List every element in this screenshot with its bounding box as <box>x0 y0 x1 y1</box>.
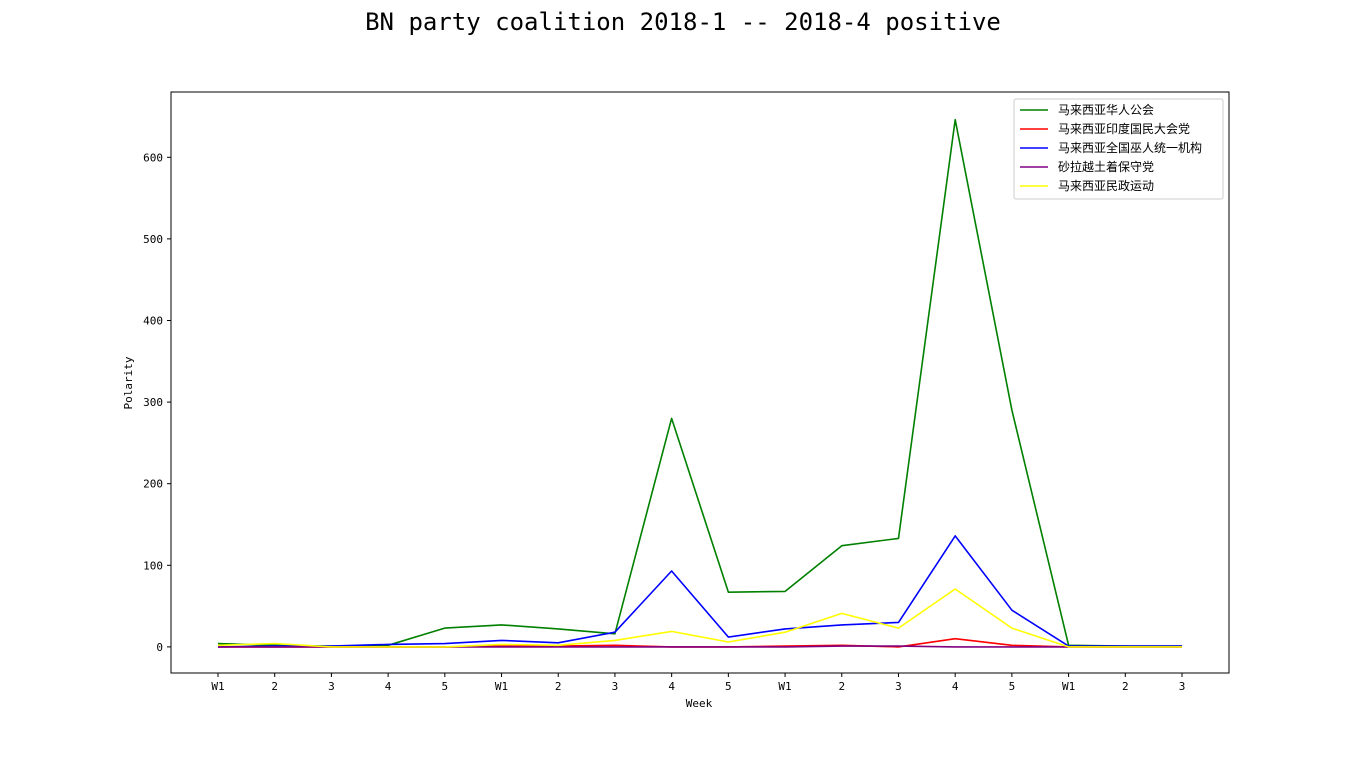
y-tick-label: 100 <box>143 559 163 572</box>
x-tick-label: 5 <box>725 680 732 693</box>
plot-area-frame <box>170 91 1230 674</box>
x-tick-label: W1 <box>778 680 791 693</box>
y-tick-label: 400 <box>143 314 163 327</box>
x-tick-label: 2 <box>555 680 562 693</box>
y-axis-label: Polarity <box>122 356 135 409</box>
x-tick-label: 2 <box>1122 680 1129 693</box>
y-tick-label: 600 <box>143 151 163 164</box>
x-tick-label: 2 <box>838 680 845 693</box>
y-tick-label: 300 <box>143 396 163 409</box>
x-axis-label: Week <box>686 697 713 710</box>
series-line-4 <box>217 588 1182 648</box>
legend-label: 马来西亚民政运动 <box>1058 179 1154 193</box>
chart-title: BN party coalition 2018-1 -- 2018-4 posi… <box>365 8 1001 36</box>
legend-label: 马来西亚全国巫人统一机构 <box>1058 140 1202 155</box>
x-tick-label: 3 <box>612 680 619 693</box>
legend-label: 马来西亚印度国民大会党 <box>1058 121 1190 136</box>
x-tick-label: 5 <box>1009 680 1016 693</box>
series-line-2 <box>217 535 1182 648</box>
x-tick-label: 3 <box>895 680 902 693</box>
x-tick-label: 4 <box>952 680 959 693</box>
x-tick-label: W1 <box>211 680 224 693</box>
x-tick-label: 2 <box>271 680 278 693</box>
y-axis-ticks: 0 100 200 300 400 500 600 <box>143 151 171 654</box>
y-tick-label: 0 <box>156 641 163 654</box>
legend-label: 马来西亚华人公会 <box>1058 103 1154 117</box>
x-tick-label: 3 <box>328 680 335 693</box>
x-tick-label: 5 <box>442 680 449 693</box>
legend: 马来西亚华人公会马来西亚印度国民大会党马来西亚全国巫人统一机构砂拉越土着保守党马… <box>1013 98 1224 200</box>
x-tick-label: W1 <box>495 680 508 693</box>
x-tick-label: 3 <box>1179 680 1186 693</box>
x-tick-label: 4 <box>385 680 392 693</box>
series-lines <box>217 118 1182 648</box>
legend-frame <box>1013 98 1224 200</box>
x-tick-label: 4 <box>668 680 675 693</box>
y-tick-label: 200 <box>143 478 163 491</box>
x-axis-ticks: W1 2 3 4 5 W1 2 3 4 5 W1 2 3 4 5 W1 2 3 <box>211 673 1185 693</box>
legend-label: 砂拉越土着保守党 <box>1058 159 1154 174</box>
y-tick-label: 500 <box>143 233 163 246</box>
x-tick-label: W1 <box>1062 680 1075 693</box>
